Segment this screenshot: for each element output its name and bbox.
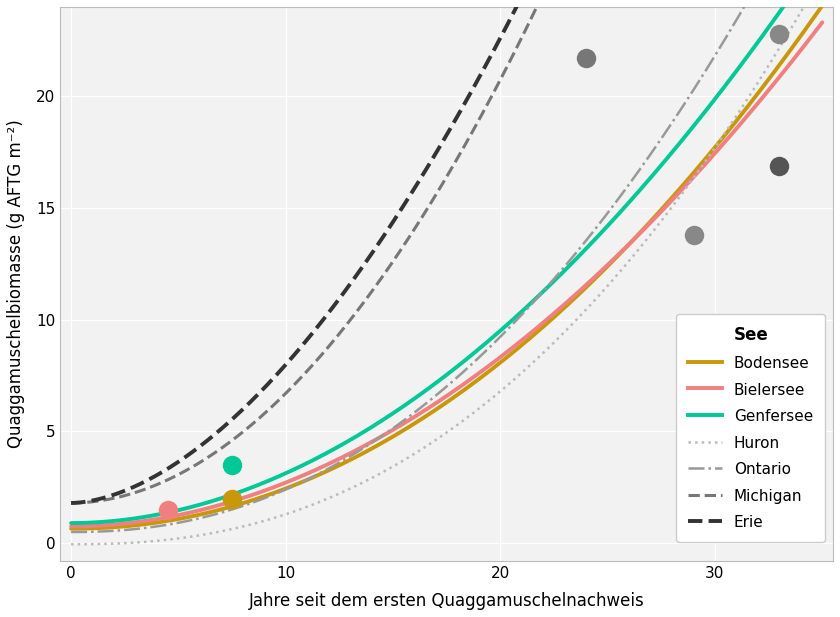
Legend: Bodensee, Bielersee, Genfersee, Huron, Ontario, Michigan, Erie: Bodensee, Bielersee, Genfersee, Huron, O…	[676, 314, 826, 542]
Y-axis label: Quaggamuschelbiomasse (g AFTG m⁻²): Quaggamuschelbiomasse (g AFTG m⁻²)	[7, 120, 25, 449]
X-axis label: Jahre seit dem ersten Quaggamuschelnachweis: Jahre seit dem ersten Quaggamuschelnachw…	[249, 592, 644, 610]
